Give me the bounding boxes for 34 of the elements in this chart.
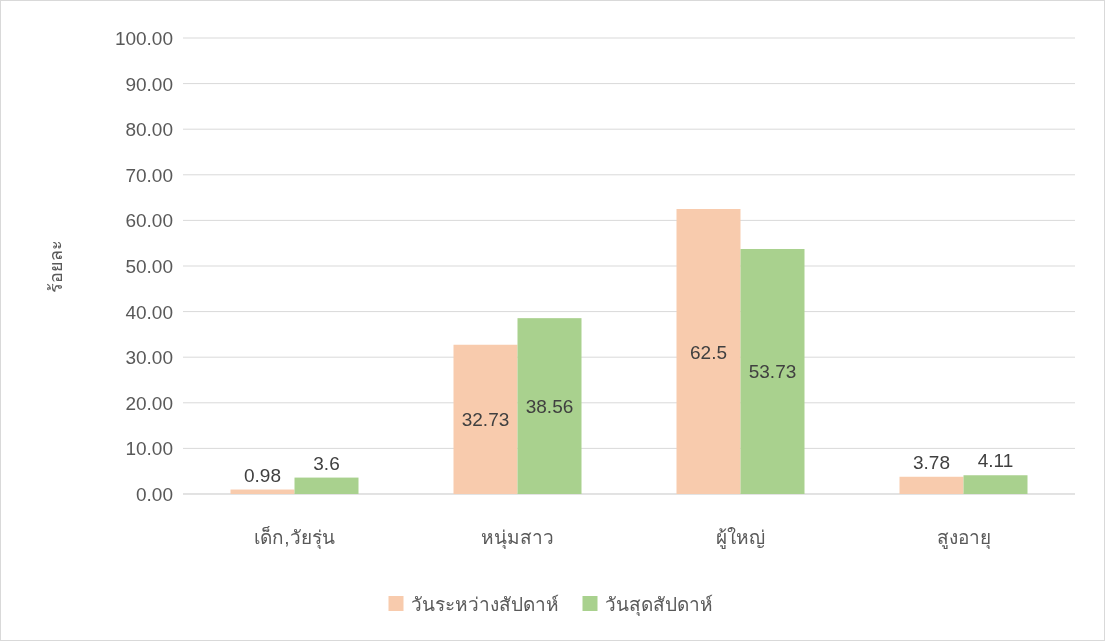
data-label: 53.73 bbox=[748, 361, 797, 383]
y-tick-label: 90.00 bbox=[125, 73, 173, 95]
y-tick-label: 40.00 bbox=[125, 301, 173, 323]
y-tick-label: 50.00 bbox=[125, 256, 173, 277]
data-label: 32.73 bbox=[461, 409, 510, 431]
data-label: 62.5 bbox=[690, 341, 727, 363]
bar bbox=[740, 248, 805, 494]
y-tick-label: 100.00 bbox=[114, 28, 173, 49]
bar bbox=[230, 489, 295, 494]
bar bbox=[676, 209, 741, 494]
legend-label: วันระหว่างสัปดาห์ bbox=[410, 594, 559, 615]
y-axis-title: ร้อยละ bbox=[46, 239, 66, 293]
bar bbox=[294, 477, 359, 494]
y-tick-label: 60.00 bbox=[125, 210, 173, 232]
bar bbox=[517, 318, 582, 494]
data-label: 3.78 bbox=[913, 451, 950, 473]
bar bbox=[899, 476, 964, 494]
y-tick-label: 20.00 bbox=[125, 392, 173, 414]
y-tick-label: 30.00 bbox=[125, 347, 173, 369]
bar bbox=[453, 344, 518, 494]
x-tick-label: ผู้ใหญ่ bbox=[716, 527, 765, 549]
y-tick-label: 80.00 bbox=[125, 119, 173, 141]
x-tick-label: เด็ก,วัยรุ่น bbox=[254, 525, 335, 550]
y-tick-label: 0.00 bbox=[136, 484, 173, 505]
legend-label: วันสุดสัปดาห์ bbox=[604, 594, 713, 617]
x-tick-label: สูงอายุ bbox=[936, 527, 991, 550]
data-label: 4.11 bbox=[977, 450, 1014, 472]
y-tick-label: 70.00 bbox=[125, 164, 173, 186]
data-label: 38.56 bbox=[525, 396, 574, 418]
bar bbox=[963, 475, 1028, 494]
data-label: 3.6 bbox=[313, 452, 340, 474]
x-tick-label: หนุ่มสาว bbox=[481, 527, 554, 550]
data-label: 0.98 bbox=[244, 464, 281, 486]
y-tick-label: 10.00 bbox=[125, 438, 173, 460]
